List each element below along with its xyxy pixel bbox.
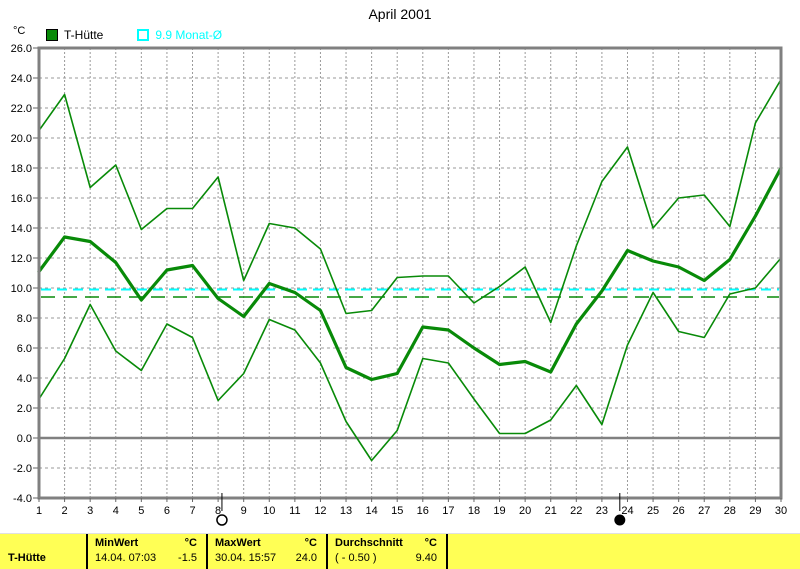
divider xyxy=(326,534,328,569)
svg-text:10: 10 xyxy=(263,505,275,517)
svg-text:18: 18 xyxy=(468,505,480,517)
svg-text:22.0: 22.0 xyxy=(11,103,32,115)
chart-title: April 2001 xyxy=(368,6,432,22)
temperature-line-chart: 26.024.022.020.018.016.014.012.010.08.06… xyxy=(11,43,787,526)
durchschnitt-deviation: ( - 0.50 ) xyxy=(335,552,377,564)
svg-text:9: 9 xyxy=(241,505,247,517)
legend-label: T-Hütte xyxy=(64,28,104,42)
svg-text:24.0: 24.0 xyxy=(11,73,32,85)
legend-item-monat-avg: 9.9 Monat-Ø xyxy=(137,28,222,42)
legend-label: 9.9 Monat-Ø xyxy=(155,28,223,42)
svg-text:26.0: 26.0 xyxy=(11,43,32,55)
svg-text:10.0: 10.0 xyxy=(11,283,32,295)
durchschnitt-section: Durchschnitt °C ( - 0.50 ) 9.40 xyxy=(328,534,444,569)
svg-text:3: 3 xyxy=(87,505,93,517)
svg-text:14.0: 14.0 xyxy=(11,223,32,235)
svg-text:2: 2 xyxy=(62,505,68,517)
maxwert-header: MaxWert xyxy=(215,537,261,549)
svg-text:29: 29 xyxy=(749,505,761,517)
svg-text:6: 6 xyxy=(164,505,170,517)
svg-text:18.0: 18.0 xyxy=(11,163,32,175)
svg-text:12.0: 12.0 xyxy=(11,253,32,265)
filled-square-icon xyxy=(46,29,58,41)
maxwert-datetime: 30.04. 15:57 xyxy=(215,552,277,564)
maxwert-section: MaxWert °C 30.04. 15:57 24.0 xyxy=(208,534,324,569)
svg-text:4.0: 4.0 xyxy=(17,373,32,385)
svg-text:-4.0: -4.0 xyxy=(13,493,32,505)
durchschnitt-header: Durchschnitt xyxy=(335,537,403,549)
svg-text:27: 27 xyxy=(698,505,710,517)
svg-text:6.0: 6.0 xyxy=(17,343,32,355)
divider xyxy=(446,534,448,569)
svg-text:0.0: 0.0 xyxy=(17,433,32,445)
maxwert-value: 24.0 xyxy=(295,552,317,564)
durchschnitt-unit: °C xyxy=(424,537,437,549)
svg-text:4: 4 xyxy=(113,505,119,517)
svg-text:16.0: 16.0 xyxy=(11,193,32,205)
svg-text:20: 20 xyxy=(519,505,531,517)
svg-text:13: 13 xyxy=(340,505,352,517)
minwert-section: MinWert °C 14.04. 07:03 -1.5 xyxy=(88,534,204,569)
svg-text:24: 24 xyxy=(621,505,633,517)
outline-square-icon xyxy=(137,29,150,41)
svg-text:30: 30 xyxy=(775,505,787,517)
status-bar: T-Hütte MinWert °C 14.04. 07:03 -1.5 Max… xyxy=(0,533,800,569)
svg-text:23: 23 xyxy=(596,505,608,517)
svg-text:26: 26 xyxy=(673,505,685,517)
svg-text:14: 14 xyxy=(365,505,377,517)
svg-text:19: 19 xyxy=(493,505,505,517)
maxwert-unit: °C xyxy=(304,537,317,549)
svg-text:11: 11 xyxy=(289,505,300,517)
legend: T-Hütte 9.9 Monat-Ø xyxy=(46,28,222,42)
minwert-header: MinWert xyxy=(95,537,139,549)
legend-item-t-huette: T-Hütte xyxy=(46,28,103,42)
svg-text:1: 1 xyxy=(36,505,42,517)
svg-text:20.0: 20.0 xyxy=(11,133,32,145)
y-axis-unit-label: °C xyxy=(13,25,26,37)
svg-text:22: 22 xyxy=(570,505,582,517)
minwert-value: -1.5 xyxy=(178,552,197,564)
svg-text:8.0: 8.0 xyxy=(17,313,32,325)
durchschnitt-value: 9.40 xyxy=(415,552,437,564)
svg-text:17: 17 xyxy=(442,505,454,517)
svg-text:12: 12 xyxy=(314,505,326,517)
svg-text:7: 7 xyxy=(189,505,195,517)
status-series-label: T-Hütte xyxy=(8,552,46,564)
svg-text:21: 21 xyxy=(545,505,557,517)
minwert-datetime: 14.04. 07:03 xyxy=(95,552,157,564)
minwert-unit: °C xyxy=(184,537,197,549)
svg-text:-2.0: -2.0 xyxy=(13,463,32,475)
divider xyxy=(206,534,208,569)
svg-text:5: 5 xyxy=(138,505,144,517)
divider xyxy=(86,534,88,569)
svg-text:8: 8 xyxy=(215,505,221,517)
svg-text:15: 15 xyxy=(391,505,403,517)
svg-text:16: 16 xyxy=(417,505,429,517)
svg-text:28: 28 xyxy=(724,505,736,517)
svg-text:25: 25 xyxy=(647,505,659,517)
svg-text:2.0: 2.0 xyxy=(17,403,32,415)
